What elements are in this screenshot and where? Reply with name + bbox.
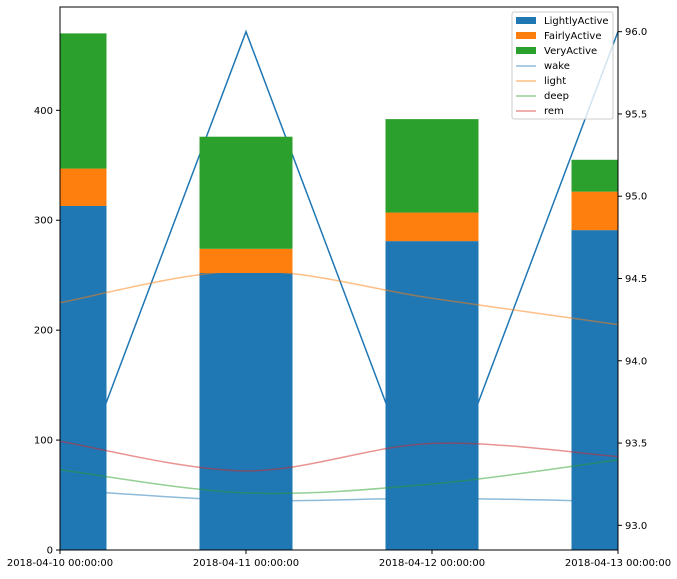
x-tick-label: 2018-04-13 00:00:00 <box>565 558 671 569</box>
bar-FairlyActive <box>571 191 618 231</box>
line-deep <box>60 459 618 495</box>
bar-FairlyActive <box>385 212 479 242</box>
left-tick-label: 0 <box>47 546 53 557</box>
secondary-line <box>60 29 618 528</box>
line-wake <box>60 488 618 503</box>
legend-label-deep: deep <box>544 91 569 102</box>
bar-FairlyActive <box>199 248 293 274</box>
bar-LightlyActive <box>199 273 293 550</box>
left-tick-label: 100 <box>34 436 53 447</box>
legend: LightlyActive FairlyActive VeryActive wake l… <box>511 11 614 120</box>
bar-VeryActive <box>385 119 479 213</box>
legend-swatch-LightlyActive <box>516 17 536 24</box>
right-tick-label: 94.5 <box>625 274 647 285</box>
legend-label-FairlyActive: FairlyActive <box>544 31 601 42</box>
legend-swatch-VeryActive <box>516 47 536 54</box>
left-tick-label: 300 <box>34 216 53 227</box>
legend-label-light: light <box>544 76 566 87</box>
bar-LightlyActive <box>385 241 479 550</box>
line-rem <box>60 440 618 472</box>
bar-LightlyActive <box>571 230 618 550</box>
right-tick-label: 95.0 <box>625 192 647 203</box>
right-tick-label: 93.5 <box>625 439 647 450</box>
right-tick-label: 96.0 <box>625 27 647 38</box>
x-tick-label: 2018-04-10 00:00:00 <box>7 558 113 569</box>
bar-FairlyActive <box>60 168 107 206</box>
left-tick-label: 200 <box>34 326 53 337</box>
x-tick-label: 2018-04-11 00:00:00 <box>193 558 299 569</box>
legend-label-rem: rem <box>544 106 564 117</box>
legend-label-wake: wake <box>544 61 570 72</box>
right-tick-label: 95.5 <box>625 109 647 120</box>
right-tick-label: 93.0 <box>625 521 647 532</box>
line-light <box>60 270 618 326</box>
bar-VeryActive <box>60 33 107 169</box>
right-tick-label: 94.0 <box>625 356 647 367</box>
legend-label-VeryActive: VeryActive <box>544 46 597 57</box>
x-tick-label: 2018-04-12 00:00:00 <box>379 558 485 569</box>
left-tick-label: 400 <box>34 106 53 117</box>
legend-swatch-FairlyActive <box>516 32 536 39</box>
legend-label-LightlyActive: LightlyActive <box>544 16 609 27</box>
bar-VeryActive <box>199 136 293 249</box>
bar-VeryActive <box>571 159 618 192</box>
